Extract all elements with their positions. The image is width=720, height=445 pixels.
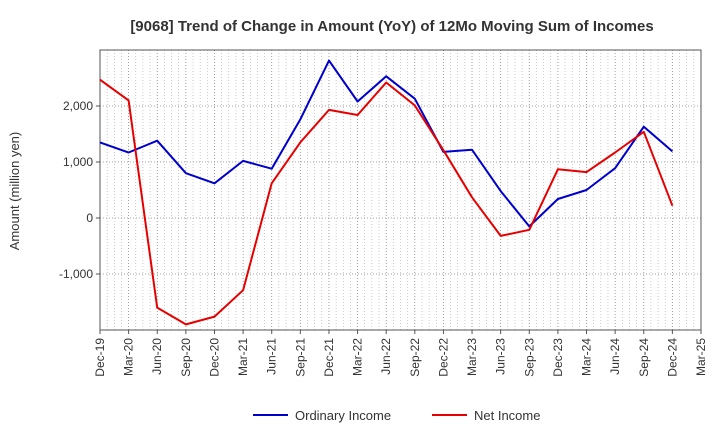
x-tick-label: Mar-24 — [580, 338, 594, 376]
y-tick-label: 0 — [86, 211, 93, 225]
legend-label: Ordinary Income — [295, 408, 391, 423]
x-tick-label: Jun-20 — [150, 338, 164, 375]
y-tick-label: 2,000 — [63, 99, 93, 113]
x-tick-label: Sep-20 — [179, 338, 193, 377]
x-tick-label: Mar-25 — [694, 338, 708, 376]
x-tick-label: Dec-23 — [551, 338, 565, 377]
y-axis: -1,000 0 1,000 2,000 — [59, 99, 100, 281]
x-tick-label: Mar-23 — [465, 338, 479, 376]
x-tick-label: Jun-21 — [265, 338, 279, 375]
legend-label: Net Income — [474, 408, 540, 423]
x-tick-label: Mar-21 — [236, 338, 250, 376]
x-tick-label: Jun-23 — [494, 338, 508, 375]
x-tick-label: Mar-20 — [122, 338, 136, 376]
series-line-ordinary-income — [99, 59, 674, 228]
x-tick-label: Dec-22 — [436, 338, 450, 377]
y-tick-label: 1,000 — [63, 155, 93, 169]
plot-area — [99, 49, 702, 331]
x-tick-label: Dec-21 — [322, 338, 336, 377]
x-axis: Dec-19 Mar-20 Jun-20 Sep-20 Dec-20 Mar-21 Jun-… — [93, 330, 708, 377]
x-tick-label: Dec-19 — [93, 338, 107, 377]
x-tick-label: Sep-23 — [522, 338, 536, 377]
series-lines — [99, 59, 674, 326]
x-tick-label: Jun-22 — [379, 338, 393, 375]
x-tick-label: Sep-22 — [408, 338, 422, 377]
y-axis-label: Amount (million yen) — [7, 132, 22, 251]
legend: Ordinary Income Net Income — [253, 408, 540, 423]
plot-frame — [99, 49, 702, 331]
series-line-net-income — [99, 78, 674, 326]
y-tick-label: -1,000 — [59, 267, 93, 281]
grid-lines — [99, 50, 702, 330]
x-tick-label: Mar-22 — [351, 338, 365, 376]
x-tick-label: Sep-21 — [293, 338, 307, 377]
x-tick-label: Sep-24 — [637, 338, 651, 377]
x-tick-label: Dec-24 — [665, 338, 679, 377]
chart-title: [9068] Trend of Change in Amount (YoY) o… — [130, 18, 653, 35]
x-tick-label: Jun-24 — [608, 338, 622, 375]
x-tick-label: Dec-20 — [207, 338, 221, 377]
